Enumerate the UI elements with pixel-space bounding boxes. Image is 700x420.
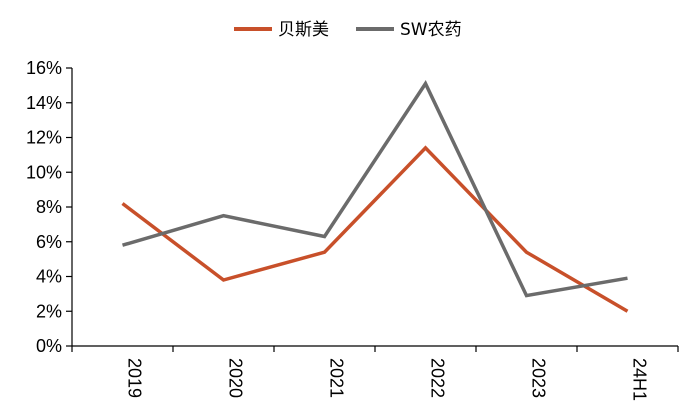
series-line-sw-pesticide xyxy=(122,80,628,298)
legend: 贝斯美 SW农药 xyxy=(234,20,462,40)
y-tick-label: 8% xyxy=(36,197,62,217)
y-tick-label: 16% xyxy=(26,58,62,78)
legend-label-beisimei: 贝斯美 xyxy=(278,20,329,40)
x-ticks: 2019 2020 2021 2022 2023 24H1 xyxy=(71,346,679,401)
axes xyxy=(71,68,678,347)
y-ticks: 0% 2% 4% 6% 8% 10% 12% 14% 16% xyxy=(26,58,72,356)
y-tick-label: 0% xyxy=(36,336,62,356)
legend-label-sw-pesticide: SW农药 xyxy=(400,20,462,40)
series-lines xyxy=(121,80,629,313)
x-tick-label: 24H1 xyxy=(630,358,650,401)
y-tick-label: 4% xyxy=(36,267,62,287)
x-tick-label: 2022 xyxy=(428,358,448,398)
y-tick-label: 12% xyxy=(26,128,62,148)
y-tick-label: 2% xyxy=(36,301,62,321)
y-tick-label: 14% xyxy=(26,93,62,113)
x-tick-label: 2019 xyxy=(125,358,145,398)
y-tick-label: 6% xyxy=(36,232,62,252)
y-tick-label: 10% xyxy=(26,162,62,182)
x-tick-label: 2020 xyxy=(226,358,246,398)
x-tick-label: 2023 xyxy=(529,358,549,398)
series-line-beisimei xyxy=(121,145,629,313)
x-tick-label: 2021 xyxy=(327,358,347,398)
